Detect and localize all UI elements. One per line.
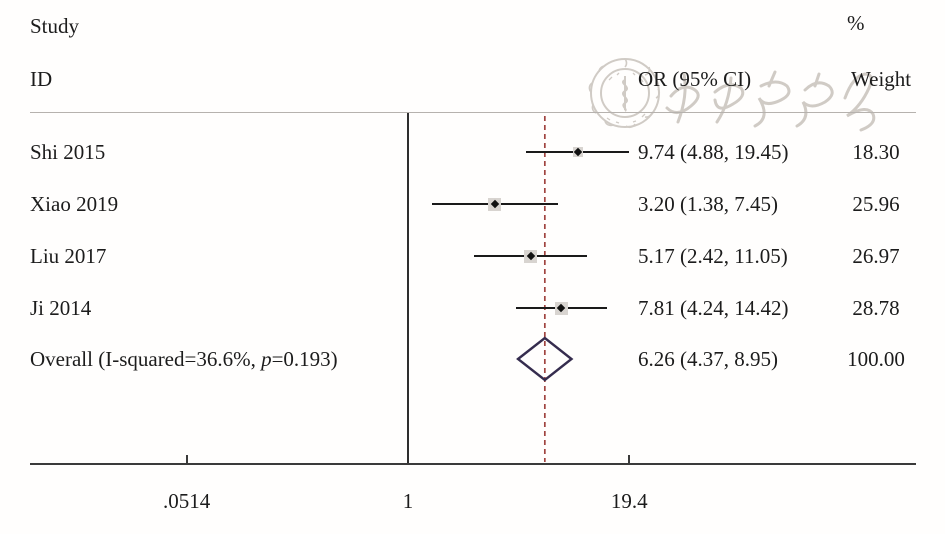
- overall-label-p: p: [261, 347, 272, 371]
- header-or-ci: OR (95% CI): [638, 67, 752, 91]
- weight-value: 26.97: [852, 244, 900, 268]
- header-rule: [30, 112, 916, 113]
- study-id-label: Shi 2015: [30, 140, 106, 164]
- overall-label-prefix: Overall (I-squared=36.6%,: [30, 347, 262, 371]
- weight-value: 18.30: [852, 140, 900, 164]
- weight-value: 28.78: [852, 296, 900, 320]
- x-axis-line: [30, 463, 916, 465]
- header-study: Study: [30, 14, 80, 38]
- study-id-label: Liu 2017: [30, 244, 107, 268]
- header-id: ID: [30, 67, 53, 91]
- null-effect-line: [407, 113, 409, 463]
- overall-label-suffix: =0.193): [271, 347, 338, 371]
- weight-value: 25.96: [852, 192, 900, 216]
- or-ci-value: 7.81 (4.24, 14.42): [638, 296, 789, 320]
- overall-label: Overall (I-squared=36.6%, p=0.193): [30, 346, 338, 372]
- or-ci-value: 5.17 (2.42, 11.05): [638, 244, 788, 268]
- axis-tick-label: 19.4: [610, 489, 648, 513]
- axis-tick-label: .0514: [162, 489, 211, 513]
- or-ci-value: 9.74 (4.88, 19.45): [638, 140, 789, 164]
- overall-diamond: [516, 336, 574, 382]
- header-weight: Weight: [851, 67, 912, 91]
- header-percent: %: [847, 11, 865, 35]
- study-id-label: Xiao 2019: [30, 192, 119, 216]
- overall-weight-value: 100.00: [847, 347, 905, 371]
- overall-or-ci-value: 6.26 (4.37, 8.95): [638, 347, 778, 371]
- or-ci-value: 3.20 (1.38, 7.45): [638, 192, 778, 216]
- study-id-label: Ji 2014: [30, 296, 92, 320]
- axis-tick-label: 1: [402, 489, 414, 513]
- axis-tick: [628, 455, 631, 464]
- axis-tick: [185, 455, 188, 464]
